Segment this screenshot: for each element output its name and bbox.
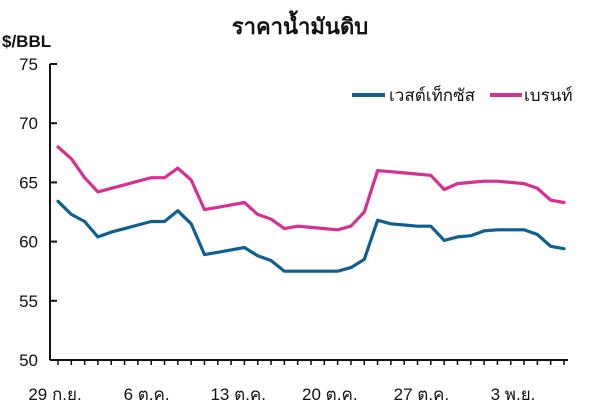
y-tick-label: 65	[19, 173, 38, 192]
y-tick-label: 75	[19, 55, 38, 74]
y-tick-label: 60	[19, 233, 38, 252]
series-lines	[56, 145, 566, 273]
legend: เวสต์เท็กซัส เบรนท์	[352, 84, 573, 106]
x-tick-label: 27 ต.ค.	[394, 385, 450, 404]
x-tick-label: 29 ก.ย.	[28, 385, 81, 404]
x-tick-label: 20 ต.ค.	[302, 385, 358, 404]
x-tick-label: 3 พ.ย.	[491, 385, 536, 404]
x-tick-label: 6 ต.ค.	[124, 385, 170, 404]
chart-title: ราคาน้ำมันดิบ	[232, 10, 368, 40]
x-tick-label: 13 ต.ค.	[210, 385, 266, 404]
y-axis-unit-label: $/BBL	[2, 32, 51, 51]
legend-label-brent: เบรนท์	[524, 86, 573, 106]
series-line-brent	[56, 145, 566, 232]
legend-label-wti: เวสต์เท็กซัส	[389, 84, 476, 106]
axes: 50 55 60 65 70 75 29 ก.ย. 6 ต.ค. 13 ต.ค. 20 ต.ค. 2…	[19, 55, 568, 404]
series-line-wti	[56, 199, 566, 273]
y-tick-label: 50	[19, 351, 38, 370]
y-tick-label: 55	[19, 292, 38, 311]
y-tick-label: 70	[19, 114, 38, 133]
